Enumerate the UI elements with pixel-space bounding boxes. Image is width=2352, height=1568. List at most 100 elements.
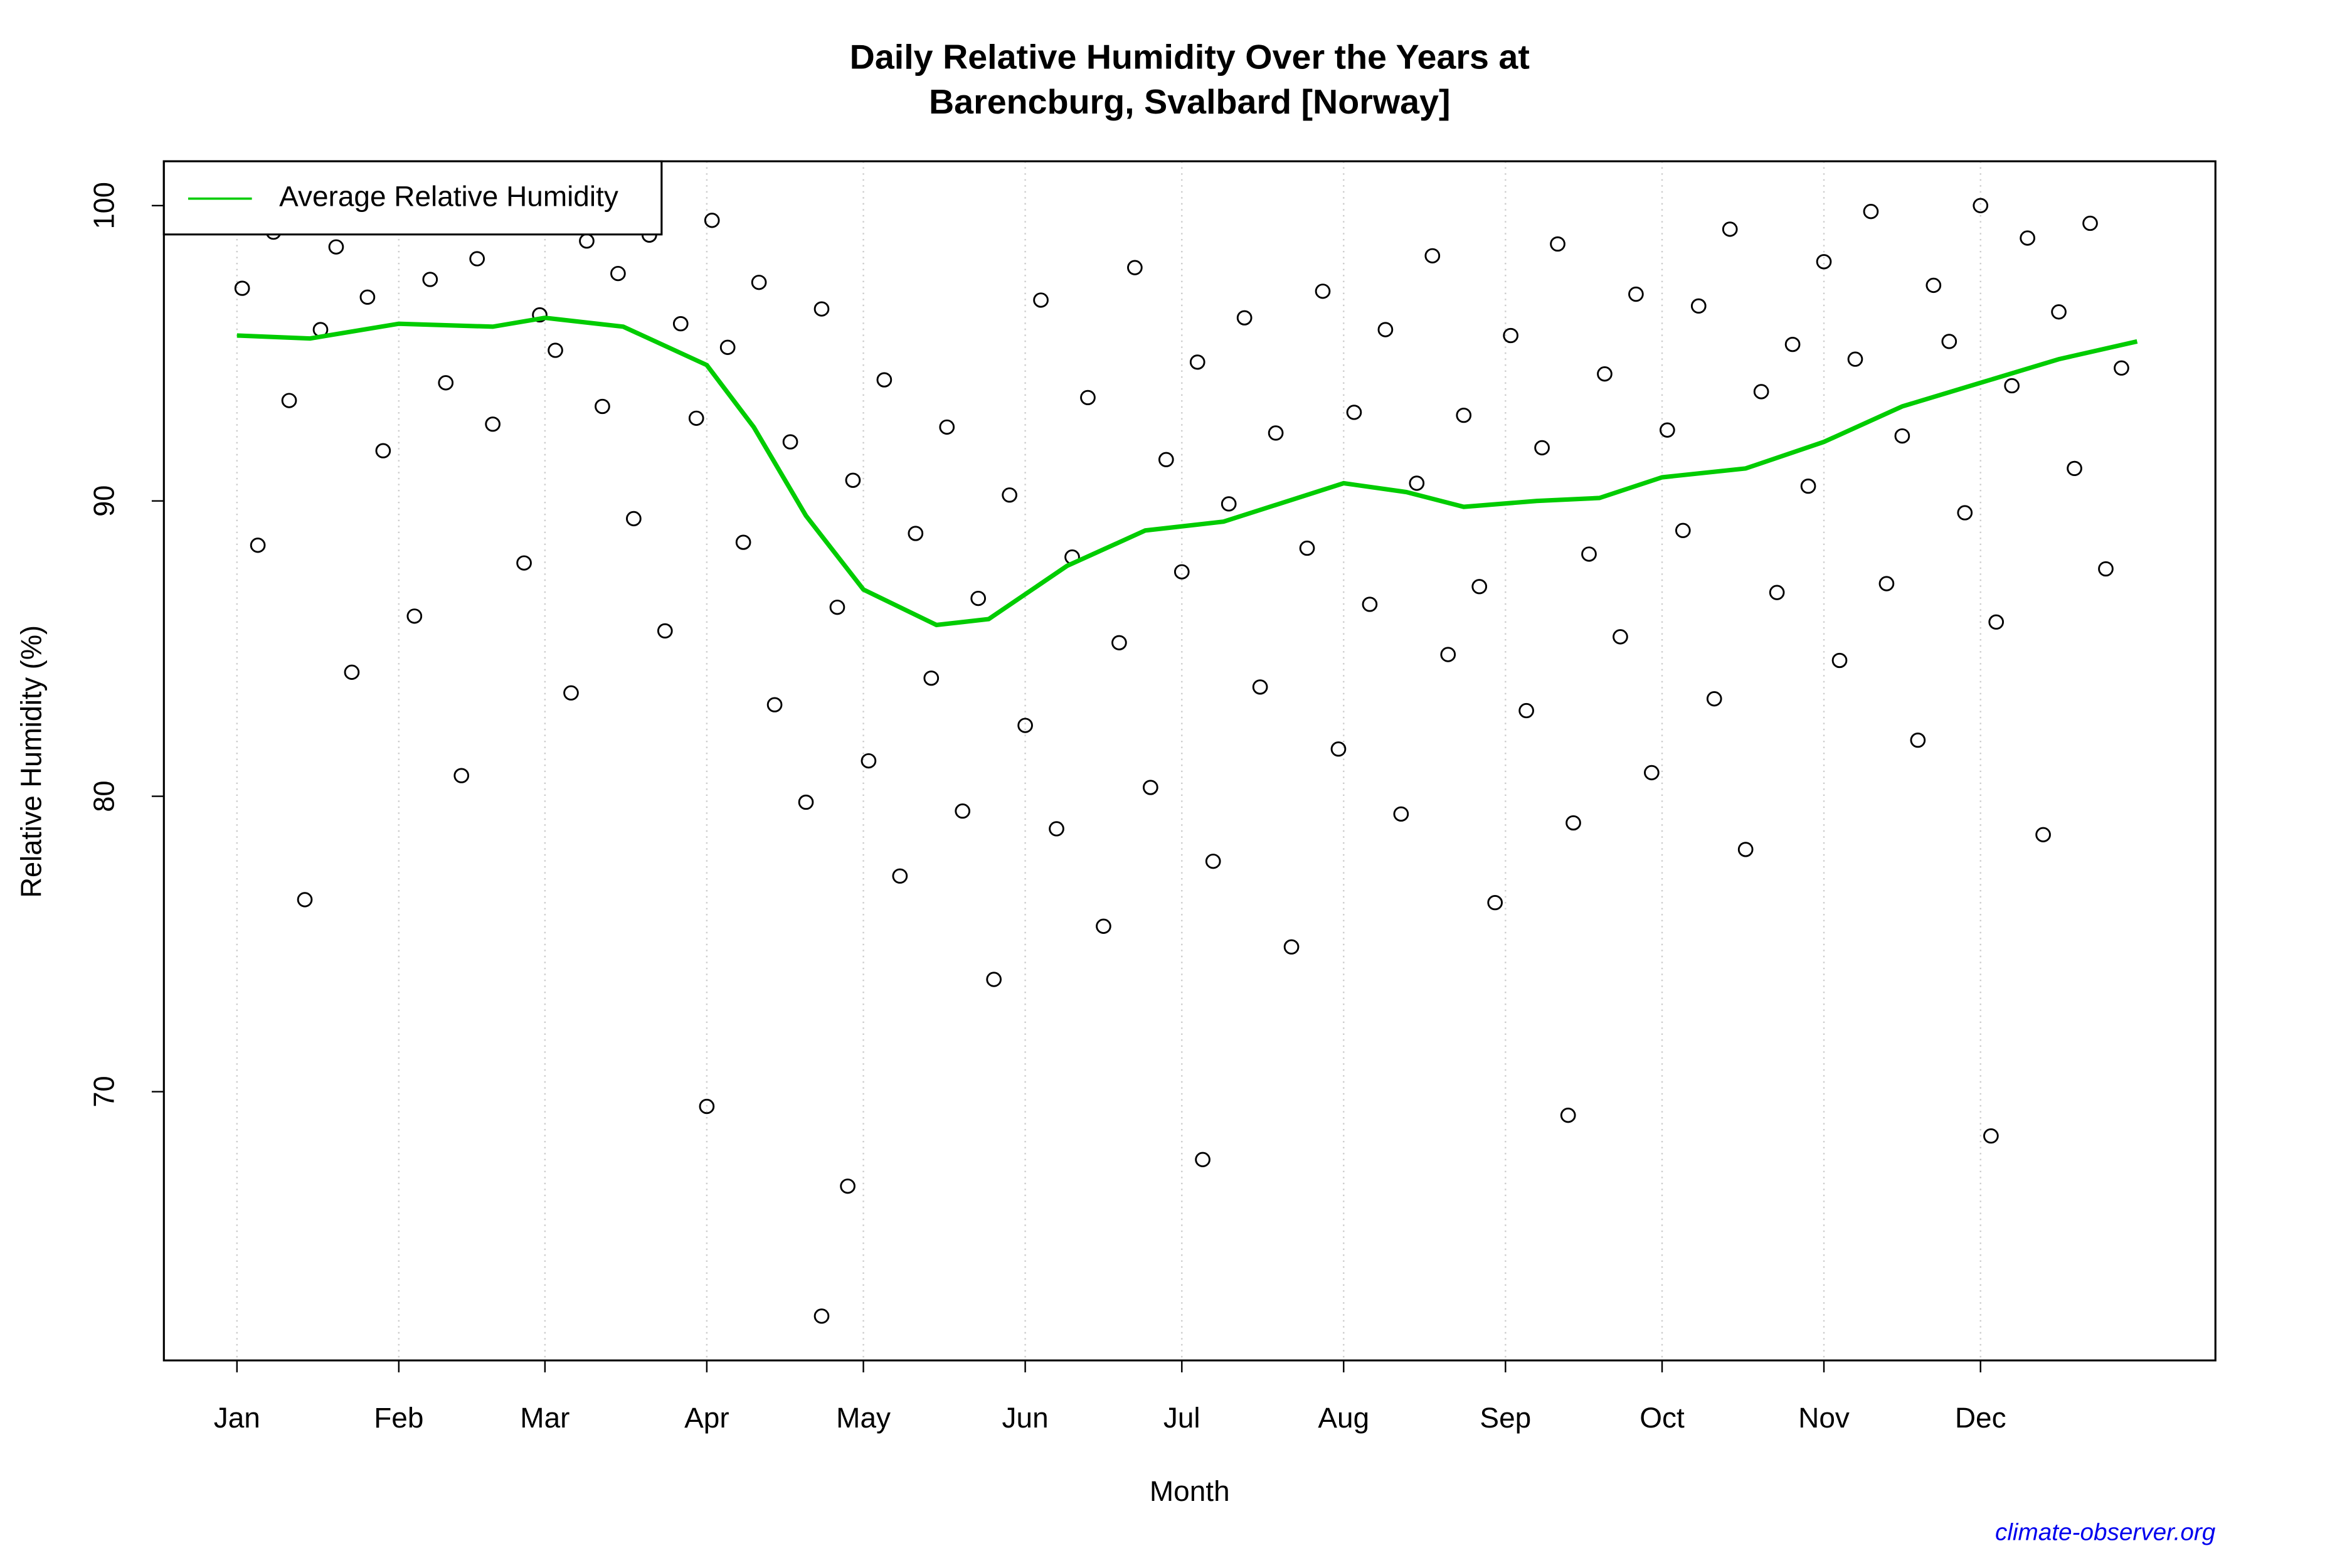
data-point xyxy=(1534,440,1550,456)
data-point xyxy=(861,753,877,769)
data-point xyxy=(1847,351,1863,367)
data-point xyxy=(1941,334,1957,349)
data-point xyxy=(1722,221,1738,237)
data-point xyxy=(1560,1108,1576,1123)
data-point xyxy=(626,511,642,527)
x-tick-label: Sep xyxy=(1480,1402,1531,1434)
data-point xyxy=(2082,215,2098,231)
data-point xyxy=(735,534,751,550)
data-point xyxy=(1096,918,1111,934)
data-point xyxy=(1769,585,1785,600)
data-point xyxy=(1784,336,1801,352)
x-tick-label: Oct xyxy=(1640,1402,1685,1434)
data-point xyxy=(328,239,344,255)
data-point xyxy=(281,393,297,408)
data-point xyxy=(1644,765,1660,781)
y-tick-label: 100 xyxy=(88,182,120,229)
x-tick-label: Jul xyxy=(1163,1402,1200,1434)
data-point xyxy=(469,251,485,267)
data-point xyxy=(1221,496,1237,512)
data-point xyxy=(892,868,908,884)
data-point xyxy=(1816,254,1832,270)
data-point xyxy=(1252,679,1268,695)
data-point xyxy=(1377,322,1394,337)
data-point xyxy=(2020,230,2035,246)
data-point xyxy=(1189,354,1205,370)
data-point xyxy=(1487,894,1503,911)
data-point xyxy=(813,1308,830,1324)
x-tick-label: Dec xyxy=(1955,1402,2006,1434)
data-point xyxy=(375,443,391,458)
data-point xyxy=(1033,292,1049,308)
data-point xyxy=(908,526,924,541)
data-point xyxy=(1659,422,1675,438)
data-point xyxy=(1330,741,1347,757)
data-point xyxy=(1409,475,1425,491)
data-point xyxy=(2067,460,2082,477)
data-point xyxy=(548,342,563,358)
data-point xyxy=(1894,428,1910,444)
data-point xyxy=(1158,452,1174,467)
data-point xyxy=(485,416,501,432)
data-point xyxy=(1581,546,1597,562)
data-point xyxy=(1690,298,1707,314)
data-point xyxy=(1973,198,1989,213)
data-point xyxy=(2051,304,2067,320)
x-tick-label: Nov xyxy=(1798,1402,1850,1434)
x-tick-label: Jun xyxy=(1002,1402,1049,1434)
data-point xyxy=(813,301,830,317)
data-point xyxy=(657,623,673,639)
data-point xyxy=(234,280,250,296)
y-axis-label: Relative Humidity (%) xyxy=(15,625,47,898)
average-line xyxy=(236,315,2138,628)
x-tick-label: Jan xyxy=(214,1402,260,1434)
data-point xyxy=(1002,487,1017,503)
data-point xyxy=(840,1179,856,1194)
data-point xyxy=(719,339,736,355)
data-point xyxy=(1205,854,1221,869)
data-point xyxy=(1299,540,1315,556)
data-point xyxy=(672,316,689,332)
data-point xyxy=(1315,283,1331,299)
x-tick-label: Apr xyxy=(684,1402,729,1434)
data-point xyxy=(1283,939,1300,955)
data-point xyxy=(1503,327,1518,344)
data-point xyxy=(1456,407,1472,423)
data-point xyxy=(1863,204,1879,220)
data-point xyxy=(359,289,376,305)
x-tick-label: Aug xyxy=(1318,1402,1369,1434)
data-point xyxy=(1268,425,1284,441)
data-point xyxy=(923,670,940,686)
data-point xyxy=(2098,561,2114,577)
data-point xyxy=(1362,596,1378,612)
data-point xyxy=(955,803,971,819)
x-tick-label: Feb xyxy=(374,1402,423,1434)
data-point xyxy=(1613,629,1628,645)
data-point xyxy=(1173,564,1190,580)
x-tick-label: May xyxy=(836,1402,891,1434)
data-point xyxy=(406,608,423,624)
x-axis-label: Month xyxy=(1150,1475,1230,1507)
data-point xyxy=(1988,614,2005,630)
data-point xyxy=(1049,821,1064,837)
data-point xyxy=(422,272,438,287)
data-point xyxy=(1628,286,1644,302)
data-point xyxy=(699,1098,715,1115)
chart-title: Barencburg, Svalbard [Norway] xyxy=(929,83,1451,122)
data-point xyxy=(516,555,532,571)
credit: climate-observer.org xyxy=(1995,1519,2216,1546)
data-point xyxy=(1910,732,1926,748)
data-point xyxy=(297,892,313,908)
data-point xyxy=(1195,1152,1210,1167)
data-point xyxy=(1346,405,1362,420)
data-point xyxy=(1143,780,1158,795)
data-point xyxy=(1983,1128,1999,1144)
data-point xyxy=(1236,310,1253,326)
data-point xyxy=(1597,366,1613,382)
data-point xyxy=(1518,702,1534,719)
data-point xyxy=(1926,277,1942,294)
y-tick-label: 90 xyxy=(88,485,120,517)
data-point xyxy=(1127,260,1143,275)
data-point xyxy=(782,434,798,450)
